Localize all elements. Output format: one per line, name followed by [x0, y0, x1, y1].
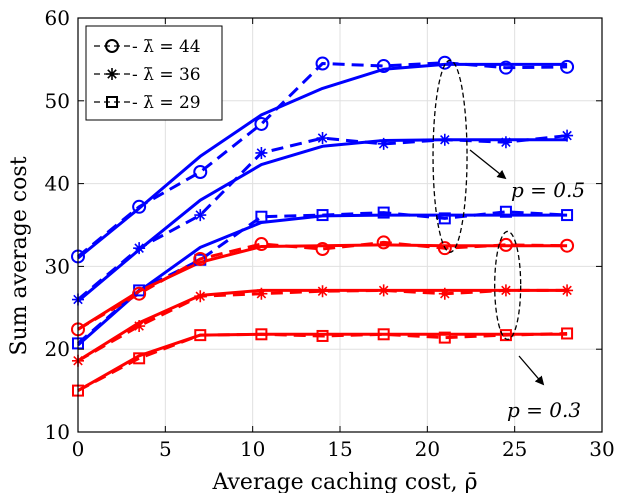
data-point-p03-square-3 [255, 328, 268, 341]
data-point-p05-square-8 [561, 209, 574, 222]
data-point-p05-circle-2 [193, 165, 208, 180]
y-axis-label: Sum average cost [7, 156, 32, 355]
annotation-arrow-p05 [469, 149, 507, 180]
data-point-p03-square-6 [438, 331, 451, 344]
data-point-p03-star-5 [377, 284, 390, 297]
legend: - λ̄ = 44 - λ̄ = 36 - λ̄ = 29 [85, 25, 223, 121]
data-point-p05-circle-3 [254, 116, 269, 131]
data-point-p05-square-6 [438, 212, 451, 225]
x-tick-label-3: 15 [327, 437, 352, 461]
x-tick-label-6: 30 [589, 437, 614, 461]
series-line-p05-circle-solid [77, 62, 568, 260]
annotation-arrow-p03 [518, 355, 545, 386]
data-point-p05-circle-4 [315, 56, 330, 71]
data-point-p05-star-6 [438, 133, 451, 146]
y-tick-label-2: 30 [45, 254, 70, 278]
data-point-p05-square-4 [316, 209, 329, 222]
data-point-p03-star-7 [499, 284, 512, 297]
data-point-p03-circle-5 [376, 235, 391, 250]
series-line-p03-circle-solid [77, 243, 568, 331]
x-tick-label-2: 10 [240, 437, 265, 461]
data-point-p05-circle-6 [437, 55, 452, 70]
data-point-p03-square-1 [133, 352, 146, 365]
data-point-p05-star-3 [255, 146, 268, 159]
x-tick-label-5: 25 [502, 437, 527, 461]
data-point-p03-star-6 [438, 287, 451, 300]
y-tick-label-4: 50 [45, 89, 70, 113]
data-point-p03-star-1 [133, 320, 146, 333]
data-point-p03-star-2 [194, 290, 207, 303]
data-point-p03-circle-6 [437, 241, 452, 256]
x-axis-label: Average caching cost, ρ̄ [212, 470, 478, 493]
data-point-p05-star-8 [561, 129, 574, 142]
annotations: p = 0.5 p = 0.3 [432, 59, 585, 422]
data-point-p05-square-5 [377, 206, 390, 219]
legend-label-0: - λ̄ = 44 [132, 37, 201, 57]
series-line-p03-square-solid [77, 332, 568, 392]
x-tick-label-1: 5 [159, 437, 172, 461]
annotation-label-p05: p = 0.5 [511, 178, 585, 202]
data-point-p03-star-4 [316, 285, 329, 298]
data-point-p03-circle-2 [193, 251, 208, 266]
data-point-p03-circle-8 [560, 238, 575, 253]
data-point-p05-square-3 [255, 210, 268, 223]
data-point-p05-square-7 [499, 205, 512, 218]
data-point-p03-square-8 [561, 327, 574, 340]
legend-marker-circle [105, 39, 119, 53]
series-line-p05-star-solid [77, 138, 568, 303]
data-point-p05-star-2 [194, 209, 207, 222]
y-tick-label-3: 40 [45, 172, 70, 196]
data-point-p05-circle-1 [132, 199, 147, 214]
legend-label-1: - λ̄ = 36 [132, 65, 201, 85]
data-point-p03-square-2 [194, 329, 207, 342]
data-point-p05-star-5 [377, 137, 390, 150]
data-point-p03-circle-3 [254, 237, 269, 252]
data-point-p03-star-3 [255, 287, 268, 300]
data-point-p05-circle-5 [376, 59, 391, 74]
series-line-p05-circle-dashed [77, 61, 568, 258]
series-line-p03-square-dashed [77, 332, 568, 392]
data-point-p03-square-7 [499, 329, 512, 342]
data-point-p05-star-1 [133, 242, 146, 255]
data-point-p05-star-7 [499, 136, 512, 149]
data-point-p05-star-4 [316, 132, 329, 145]
data-point-p03-square-4 [316, 329, 329, 342]
axis-ticks: 0 5 10 15 20 25 30 10 20 30 40 50 60 [45, 6, 615, 461]
data-point-p05-circle-7 [498, 60, 513, 75]
y-tick-label-1: 20 [45, 337, 70, 361]
annotation-label-p03: p = 0.3 [507, 398, 581, 422]
data-point-p03-circle-7 [498, 237, 513, 252]
annotation-ellipse-p03 [494, 230, 522, 341]
data-point-p05-circle-8 [560, 59, 575, 74]
data-point-p03-circle-4 [315, 242, 330, 257]
annotation-ellipse-p05 [432, 59, 468, 253]
legend-marker-star [106, 68, 118, 80]
x-tick-label-4: 20 [415, 437, 440, 461]
series-lines [77, 61, 568, 392]
y-tick-label-5: 60 [45, 6, 70, 30]
legend-label-2: - λ̄ = 29 [132, 93, 201, 113]
series-line-p05-square-solid [77, 213, 568, 347]
legend-marker-square [106, 96, 118, 108]
data-point-p03-circle-1 [132, 286, 147, 301]
series-line-p05-star-dashed [77, 134, 568, 301]
data-point-p03-star-8 [561, 284, 574, 297]
y-tick-label-0: 10 [45, 420, 70, 444]
data-point-p03-square-5 [377, 328, 390, 341]
x-tick-label-0: 0 [72, 437, 85, 461]
